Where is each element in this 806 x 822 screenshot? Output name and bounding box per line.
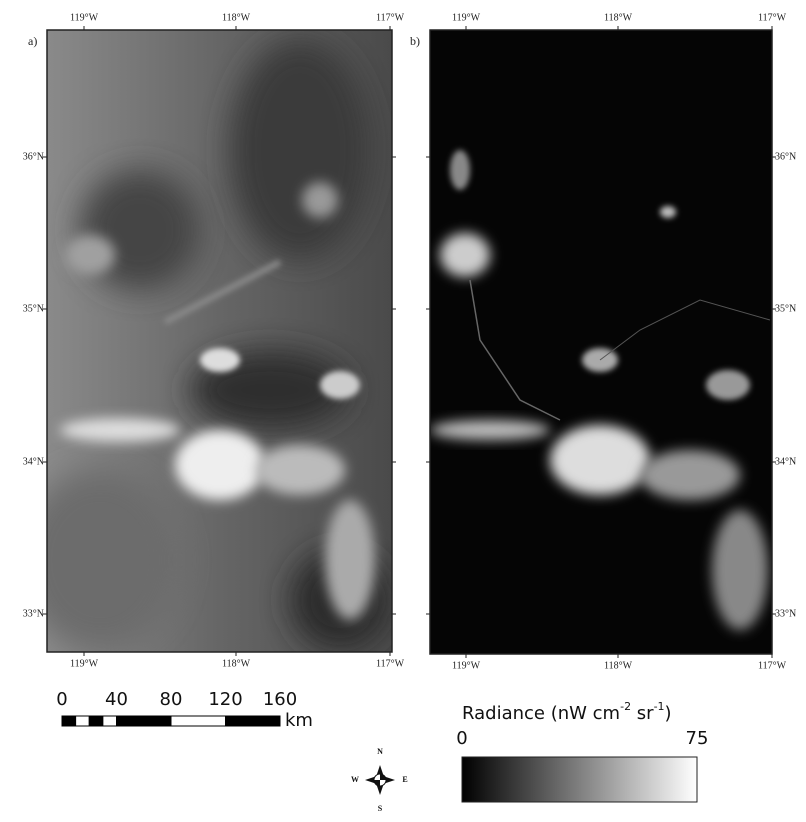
lon-label: 119°W — [70, 12, 99, 23]
scale-segment — [117, 716, 172, 726]
compass-east: E — [402, 775, 407, 784]
image-a — [20, 30, 392, 652]
lon-label: 117°W — [758, 12, 787, 23]
scale-label: 160 — [263, 689, 297, 710]
figure: a) b) N S E W Radiance (nW cm-2 sr-1) 11… — [0, 0, 806, 817]
lat-label: 36°N — [23, 151, 44, 162]
image-b — [430, 30, 772, 654]
lon-label: 119°W — [452, 12, 481, 23]
title-text: sr — [631, 703, 654, 724]
scale-label: 80 — [160, 689, 183, 710]
colorbar-title: Radiance (nW cm-2 sr-1) — [462, 700, 672, 724]
lat-label: 33°N — [775, 608, 796, 619]
scale-segment — [62, 716, 76, 726]
lon-label: 118°W — [222, 12, 251, 23]
compass-rose — [365, 765, 395, 795]
compass-north: N — [377, 747, 383, 756]
lon-label: 118°W — [604, 660, 633, 671]
lon-label: 118°W — [604, 12, 633, 23]
superscript: -1 — [654, 700, 665, 713]
lat-label: 34°N — [775, 456, 796, 467]
scale-unit: km — [285, 710, 313, 731]
lat-label: 34°N — [23, 456, 44, 467]
lon-label: 119°W — [70, 658, 99, 669]
lon-label: 117°W — [758, 660, 787, 671]
superscript: -2 — [620, 700, 631, 713]
lat-label: 35°N — [775, 303, 796, 314]
title-text: Radiance (nW cm — [462, 703, 620, 724]
scale-label: 40 — [105, 689, 128, 710]
scale-segment — [103, 716, 117, 726]
lat-label: 33°N — [23, 608, 44, 619]
lat-label: 35°N — [23, 303, 44, 314]
title-text: ) — [665, 703, 672, 724]
lon-label: 117°W — [376, 658, 405, 669]
colorbar-min: 0 — [456, 728, 467, 749]
lon-label: 117°W — [376, 12, 405, 23]
panel-label: a) — [28, 34, 37, 48]
lon-label: 118°W — [222, 658, 251, 669]
scale-segment — [226, 716, 281, 726]
scale-label: 0 — [56, 689, 67, 710]
colorbar — [462, 757, 697, 802]
scale-segment — [89, 716, 103, 726]
panel-label: b) — [410, 34, 420, 48]
compass-west: W — [351, 775, 359, 784]
lat-label: 36°N — [775, 151, 796, 162]
scale-segment — [76, 716, 90, 726]
scale-segment — [171, 716, 226, 726]
lon-label: 119°W — [452, 660, 481, 671]
compass-south: S — [378, 804, 383, 813]
colorbar-max: 75 — [686, 728, 709, 749]
scale-label: 120 — [208, 689, 242, 710]
